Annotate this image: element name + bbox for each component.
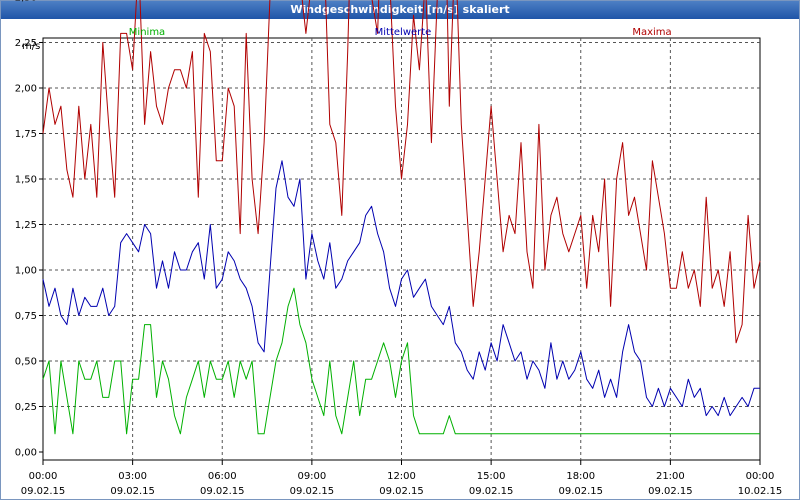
x-tick-time: 09:00 bbox=[297, 471, 326, 482]
x-tick-time: 12:00 bbox=[387, 471, 416, 482]
legend-item-minima: Minima bbox=[129, 27, 165, 38]
x-tick-time: 03:00 bbox=[118, 471, 147, 482]
legend-item-mittelwerte: Mittelwerte bbox=[375, 27, 432, 38]
series-line-mittelwerte bbox=[42, 160, 760, 417]
series-line-maxima bbox=[42, 0, 761, 344]
legend: Minima Mittelwerte Maxima bbox=[129, 27, 672, 38]
series-line-minima bbox=[42, 287, 760, 435]
y-tick-label: 2,25 bbox=[15, 38, 37, 49]
x-tick-time: 00:00 bbox=[29, 471, 58, 482]
y-tick-label: 1,50 bbox=[15, 175, 37, 186]
x-tick-date: 09.02.15 bbox=[379, 486, 424, 497]
x-tick-time: 06:00 bbox=[208, 471, 237, 482]
y-tick-label: 2,00 bbox=[15, 84, 37, 95]
y-tick-label: 0,25 bbox=[15, 402, 37, 413]
series-lines bbox=[42, 0, 761, 435]
x-tick-date: 09.02.15 bbox=[21, 486, 66, 497]
y-axis: m/s 0,00 0,25 0,50 0,75 1,00 1,25 1,50 1,75 2,00… bbox=[15, 0, 43, 459]
x-tick-date: 09.02.15 bbox=[200, 486, 245, 497]
grid bbox=[43, 38, 760, 460]
x-tick-date: 09.02.15 bbox=[290, 486, 335, 497]
window-title: Windgeschwindigkeit [m/s] skaliert bbox=[1, 1, 799, 19]
y-tick-label: 0,75 bbox=[15, 311, 37, 322]
y-tick-label: 1,75 bbox=[15, 129, 37, 140]
x-tick-date: 10.02.15 bbox=[738, 486, 783, 497]
x-tick-time: 00:00 bbox=[746, 471, 775, 482]
x-tick-time: 18:00 bbox=[566, 471, 595, 482]
y-tick-label: 2,50 bbox=[15, 0, 37, 4]
x-tick-time: 15:00 bbox=[477, 471, 506, 482]
x-tick-time: 21:00 bbox=[656, 471, 685, 482]
y-tick-label: 0,00 bbox=[15, 448, 37, 459]
y-tick-label: 0,50 bbox=[15, 357, 37, 368]
x-axis: 00:00 09.02.15 03:00 09.02.15 06:00 09.02.15 0… bbox=[21, 460, 783, 497]
x-tick-date: 09.02.15 bbox=[110, 486, 155, 497]
y-tick-label: 1,25 bbox=[15, 220, 37, 231]
legend-item-maxima: Maxima bbox=[632, 27, 671, 38]
x-tick-date: 09.02.15 bbox=[558, 486, 603, 497]
x-tick-date: 09.02.15 bbox=[648, 486, 693, 497]
x-tick-date: 09.02.15 bbox=[469, 486, 514, 497]
y-axis-label: m/s bbox=[22, 41, 40, 52]
y-tick-label: 1,00 bbox=[15, 266, 37, 277]
